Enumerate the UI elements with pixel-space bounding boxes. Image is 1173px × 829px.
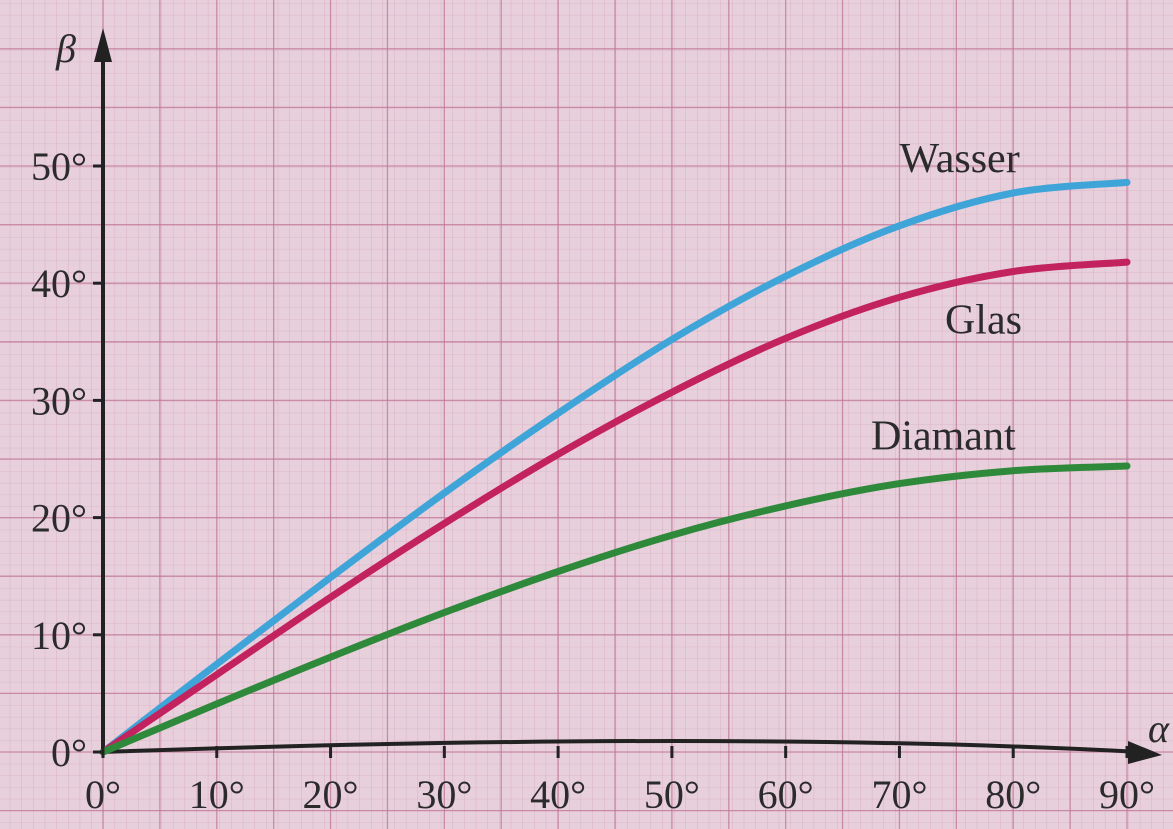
- series-label-glas: Glas: [945, 298, 1022, 344]
- x-tick-label: 70°: [871, 772, 927, 817]
- y-axis-arrow: [94, 28, 112, 62]
- y-axis-label: β: [55, 26, 76, 71]
- y-tick-label: 10°: [31, 613, 87, 658]
- series-line-glas: [99, 258, 1131, 756]
- series-label-diamant: Diamant: [871, 414, 1016, 460]
- x-tick-label: 90°: [1099, 772, 1155, 817]
- y-tick-label: 0°: [51, 730, 87, 775]
- series-line-wasser: [99, 178, 1131, 756]
- y-tick-label: 20°: [31, 496, 87, 541]
- x-tick-label: 50°: [644, 772, 700, 817]
- x-tick-label: 20°: [303, 772, 359, 817]
- x-tick-label: 0°: [85, 772, 121, 817]
- x-tick-label: 30°: [416, 772, 472, 817]
- x-tick-label: 80°: [985, 772, 1041, 817]
- x-axis-line: [102, 739, 1141, 754]
- x-axis-label: α: [1148, 706, 1170, 751]
- x-tick-label: 40°: [530, 772, 586, 817]
- series-labels: Wasser Glas Diamant: [871, 136, 1022, 460]
- x-tick-label: 10°: [189, 772, 245, 817]
- x-axis-arrow: [1128, 741, 1162, 764]
- series-layer: [99, 178, 1131, 756]
- series-line-diamant: [99, 462, 1131, 756]
- series-label-wasser: Wasser: [899, 136, 1019, 182]
- y-tick-label: 50°: [31, 144, 87, 189]
- x-tick-label: 60°: [758, 772, 814, 817]
- y-tick-label: 30°: [31, 378, 87, 423]
- y-tick-label: 40°: [31, 261, 87, 306]
- tick-labels: 0° 10° 20° 30° 40° 50° 60° 70° 80° 90° 0° 10° 20° 30°…: [31, 26, 1170, 817]
